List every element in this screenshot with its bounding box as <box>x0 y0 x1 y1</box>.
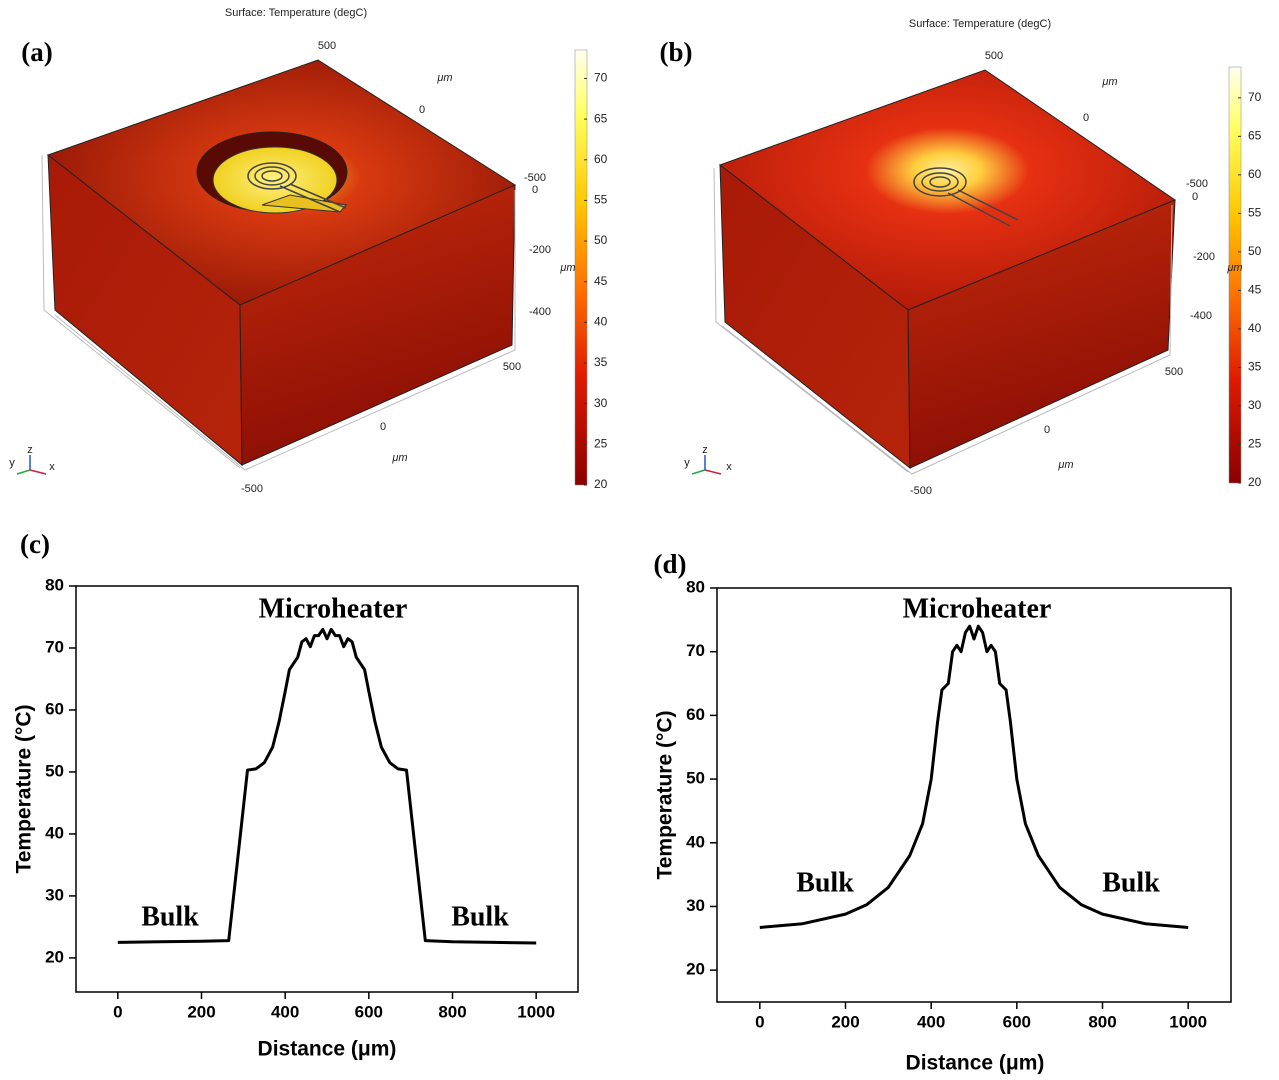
x-tick-label: 1000 <box>1169 1012 1207 1031</box>
y-tick-label: 80 <box>686 577 705 596</box>
y-axis-title: Temperature (°C) <box>13 704 36 873</box>
colorbar-tick-label: 65 <box>594 111 608 125</box>
x-tick-label: 400 <box>271 1002 299 1021</box>
x-tick-label: 600 <box>355 1002 383 1021</box>
axis-unit: μm <box>391 452 407 464</box>
axis-tick-label: 500 <box>503 361 521 373</box>
x-tick-label: 200 <box>831 1012 859 1031</box>
axis-tick-label: -200 <box>1193 251 1215 263</box>
x-tick-label: 200 <box>187 1002 215 1021</box>
axis-tick-label: 0 <box>532 184 538 196</box>
axis-unit: μm <box>1101 76 1117 88</box>
annotation: Bulk <box>141 901 199 932</box>
colorbar-tick-label: 40 <box>594 315 608 329</box>
colorbar-tick-label: 35 <box>1248 360 1262 374</box>
plot-title: Surface: Temperature (degC) <box>909 18 1051 30</box>
axis-tick-label: 0 <box>1192 191 1198 203</box>
y-tick-label: 70 <box>686 641 705 660</box>
axis-tick-label: -500 <box>910 485 932 497</box>
x-tick-label: 800 <box>438 1002 466 1021</box>
annotation: Microheater <box>259 593 408 624</box>
annotation: Bulk <box>1102 867 1160 898</box>
colorbar-tick-label: 55 <box>1248 206 1262 220</box>
box-a <box>17 50 587 485</box>
axis-unit: μm <box>559 262 575 274</box>
axis-tick-label: 0 <box>419 104 425 116</box>
axis-tick-label: 500 <box>1165 366 1183 378</box>
axis-tick-label: -500 <box>524 172 546 184</box>
triad-label: x <box>49 461 55 473</box>
colorbar-tick-label: 70 <box>1248 90 1262 104</box>
x-axis-title: Distance (μm) <box>906 1052 1045 1075</box>
x-tick-label: 800 <box>1088 1012 1116 1031</box>
y-tick-label: 80 <box>45 575 64 594</box>
colorbar-tick-label: 65 <box>1248 129 1262 143</box>
axis-tick-label: 500 <box>318 40 336 52</box>
y-tick-label: 40 <box>686 832 705 851</box>
colorbar-tick-label: 40 <box>1248 321 1262 335</box>
y-tick-label: 40 <box>45 823 64 842</box>
axis-tick-label: 0 <box>380 421 386 433</box>
y-tick-label: 30 <box>45 885 64 904</box>
colorbar-tick-label: 30 <box>1248 398 1262 412</box>
axis-tick-label: -500 <box>1186 178 1208 190</box>
panel-label: (b) <box>660 37 693 67</box>
x-tick-label: 400 <box>917 1012 945 1031</box>
colorbar-tick-label: 20 <box>1248 475 1262 489</box>
axis-unit: μm <box>1226 262 1242 274</box>
panel-label: (a) <box>21 37 52 67</box>
x-tick-label: 1000 <box>517 1002 555 1021</box>
axis-unit: μm <box>436 72 452 84</box>
y-tick-label: 50 <box>45 761 64 780</box>
annotation: Bulk <box>796 867 854 898</box>
axis-tick-label: -400 <box>1190 310 1212 322</box>
colorbar-tick-label: 45 <box>1248 283 1262 297</box>
x-tick-label: 0 <box>755 1012 764 1031</box>
axis-tick-label: 500 <box>985 50 1003 62</box>
x-axis-title: Distance (μm) <box>258 1038 397 1061</box>
colorbar-tick-label: 20 <box>594 477 608 491</box>
axis-tick-label: -200 <box>529 244 551 256</box>
annotation: Bulk <box>451 901 509 932</box>
box-b <box>692 67 1241 483</box>
colorbar-tick-label: 45 <box>594 274 608 288</box>
axis-unit: μm <box>1057 459 1073 471</box>
colorbar-tick-label: 55 <box>594 193 608 207</box>
y-tick-label: 60 <box>686 705 705 724</box>
axis-tick-label: 0 <box>1083 112 1089 124</box>
colorbar-tick-label: 70 <box>594 71 608 85</box>
y-tick-label: 20 <box>45 947 64 966</box>
triad-label: x <box>726 461 732 473</box>
panel-label: (c) <box>20 529 50 559</box>
plot-frame <box>717 588 1231 1002</box>
panel-label: (d) <box>654 549 687 579</box>
temperature-line <box>118 629 536 943</box>
triad-label: z <box>702 444 708 456</box>
colorbar-tick-label: 35 <box>594 355 608 369</box>
axis-tick-label: -400 <box>529 306 551 318</box>
annotation: Microheater <box>903 593 1052 624</box>
colorbar-tick-label: 25 <box>594 437 608 451</box>
plot-title: Surface: Temperature (degC) <box>225 7 367 19</box>
colorbar-tick-label: 50 <box>594 233 608 247</box>
y-tick-label: 30 <box>686 896 705 915</box>
axis-tick-label: -500 <box>241 483 263 495</box>
x-tick-label: 600 <box>1003 1012 1031 1031</box>
triad-label: z <box>27 444 33 456</box>
colorbar-tick-label: 30 <box>594 396 608 410</box>
triad-label: y <box>9 457 15 469</box>
axis-tick-label: 0 <box>1044 424 1050 436</box>
y-tick-label: 50 <box>686 769 705 788</box>
y-tick-label: 70 <box>45 637 64 656</box>
y-tick-label: 20 <box>686 960 705 979</box>
colorbar-tick-label: 25 <box>1248 437 1262 451</box>
x-tick-label: 0 <box>113 1002 122 1021</box>
colorbar-tick-label: 50 <box>1248 244 1262 258</box>
y-axis-title: Temperature (°C) <box>654 710 677 879</box>
colorbar-tick-label: 60 <box>1248 167 1262 181</box>
figure: Surface: Temperature (degC)(a)5000-50050… <box>0 0 1279 1080</box>
colorbar-tick-label: 60 <box>594 152 608 166</box>
y-tick-label: 60 <box>45 699 64 718</box>
triad-label: y <box>684 457 690 469</box>
